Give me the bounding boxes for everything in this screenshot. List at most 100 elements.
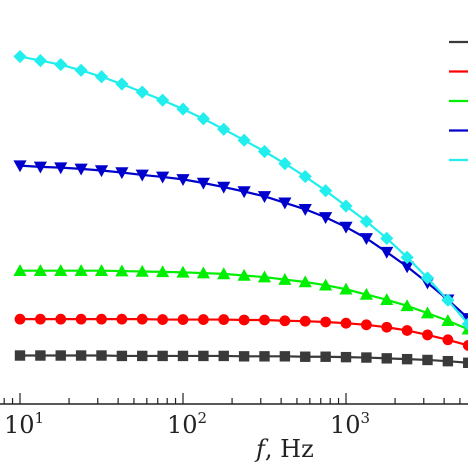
data-point-circle xyxy=(198,314,209,325)
x-tick-label-base: 10 xyxy=(4,411,35,439)
x-tick-label: 102 xyxy=(167,409,207,439)
data-point-diamond xyxy=(380,231,394,245)
data-point-triangle-down xyxy=(278,197,292,210)
data-point-square xyxy=(463,357,468,368)
data-point-square xyxy=(96,350,107,361)
data-point-triangle-up xyxy=(257,270,272,283)
data-point-diamond xyxy=(13,49,27,64)
data-point-triangle-up xyxy=(319,278,333,291)
data-point-triangle-down xyxy=(461,313,468,325)
x-axis-label: f, Hz xyxy=(254,435,314,463)
data-point-triangle-down xyxy=(217,181,231,194)
data-point-diamond xyxy=(441,293,455,307)
data-point-diamond xyxy=(319,184,333,198)
data-point-diamond xyxy=(115,77,129,91)
data-point-circle xyxy=(442,334,454,346)
data-point-diamond xyxy=(74,63,88,77)
data-point-diamond xyxy=(420,271,435,285)
series-square xyxy=(14,350,468,368)
data-point-square xyxy=(259,351,270,362)
data-point-triangle-down xyxy=(176,174,190,186)
data-point-square xyxy=(279,351,291,362)
data-point-circle xyxy=(75,313,87,325)
data-point-triangle-down xyxy=(400,261,414,274)
data-point-circle xyxy=(361,319,372,331)
x-tick-label-base: 10 xyxy=(330,411,361,439)
data-point-diamond xyxy=(400,250,414,264)
data-point-diamond xyxy=(257,144,272,159)
data-point-triangle-down xyxy=(13,160,27,173)
data-point-circle xyxy=(96,313,107,325)
data-point-triangle-down xyxy=(94,165,109,178)
data-point-triangle-up xyxy=(278,272,292,285)
data-point-triangle-down xyxy=(33,161,48,174)
data-point-square xyxy=(300,351,311,362)
data-point-circle xyxy=(401,325,413,336)
data-point-diamond xyxy=(278,157,292,171)
data-point-square xyxy=(75,350,87,361)
series-circle xyxy=(14,313,468,351)
x-axis-label-unit: , Hz xyxy=(265,435,314,463)
data-point-triangle-up xyxy=(74,264,88,276)
data-point-triangle-up xyxy=(298,275,312,288)
data-point-square xyxy=(198,350,209,362)
data-point-square xyxy=(320,351,331,362)
data-point-triangle-up xyxy=(176,265,190,278)
series-triangle-down xyxy=(13,160,468,325)
data-point-triangle-down xyxy=(298,203,312,216)
data-point-triangle-up xyxy=(359,287,374,300)
data-point-diamond xyxy=(298,169,312,184)
data-point-triangle-up xyxy=(13,264,27,276)
data-point-triangle-up xyxy=(339,282,353,295)
data-point-square xyxy=(218,350,229,362)
data-point-square xyxy=(401,353,413,365)
data-point-diamond xyxy=(217,122,231,136)
data-point-triangle-down xyxy=(359,233,374,245)
data-point-triangle-down xyxy=(196,177,211,190)
data-point-square xyxy=(55,350,66,361)
legend xyxy=(449,40,468,162)
data-point-circle xyxy=(157,314,169,325)
data-point-triangle-down xyxy=(380,246,394,259)
data-point-square xyxy=(177,350,189,362)
data-point-circle xyxy=(14,313,26,325)
data-point-square xyxy=(35,350,46,361)
data-point-triangle-up xyxy=(196,266,211,279)
series-diamond xyxy=(13,49,468,331)
data-point-triangle-up xyxy=(380,293,394,306)
data-point-circle xyxy=(238,314,250,326)
data-point-circle xyxy=(279,315,291,327)
data-point-diamond xyxy=(339,199,353,213)
data-point-diamond xyxy=(94,70,109,84)
data-point-circle xyxy=(422,329,433,341)
data-point-triangle-up xyxy=(461,323,468,335)
x-tick-label: 103 xyxy=(330,409,370,439)
data-point-triangle-up xyxy=(33,264,48,276)
data-point-square xyxy=(157,350,168,362)
x-axis: 101 102 103 xyxy=(0,393,468,439)
data-point-triangle-down xyxy=(156,171,170,184)
data-point-circle xyxy=(259,314,270,326)
data-point-triangle-up xyxy=(441,314,455,327)
data-point-triangle-up xyxy=(94,264,109,276)
data-point-circle xyxy=(218,314,230,325)
data-point-triangle-up xyxy=(54,264,68,276)
data-point-triangle-down xyxy=(74,163,88,176)
x-tick-label-exponent: 3 xyxy=(361,409,371,427)
data-point-square xyxy=(361,352,372,363)
data-point-diamond xyxy=(33,54,48,68)
data-point-triangle-up xyxy=(135,264,149,277)
x-tick-label-exponent: 1 xyxy=(35,409,45,427)
data-point-circle xyxy=(116,313,128,325)
data-point-triangle-up xyxy=(115,264,129,277)
x-tick-label-base: 10 xyxy=(167,411,198,439)
data-point-circle xyxy=(340,317,352,329)
data-point-square xyxy=(381,353,392,364)
data-point-square xyxy=(238,351,250,362)
data-point-circle xyxy=(35,313,46,325)
data-point-triangle-down xyxy=(54,162,68,175)
data-point-diamond xyxy=(156,93,170,107)
data-point-diamond xyxy=(135,85,149,99)
data-point-triangle-up xyxy=(400,299,414,312)
